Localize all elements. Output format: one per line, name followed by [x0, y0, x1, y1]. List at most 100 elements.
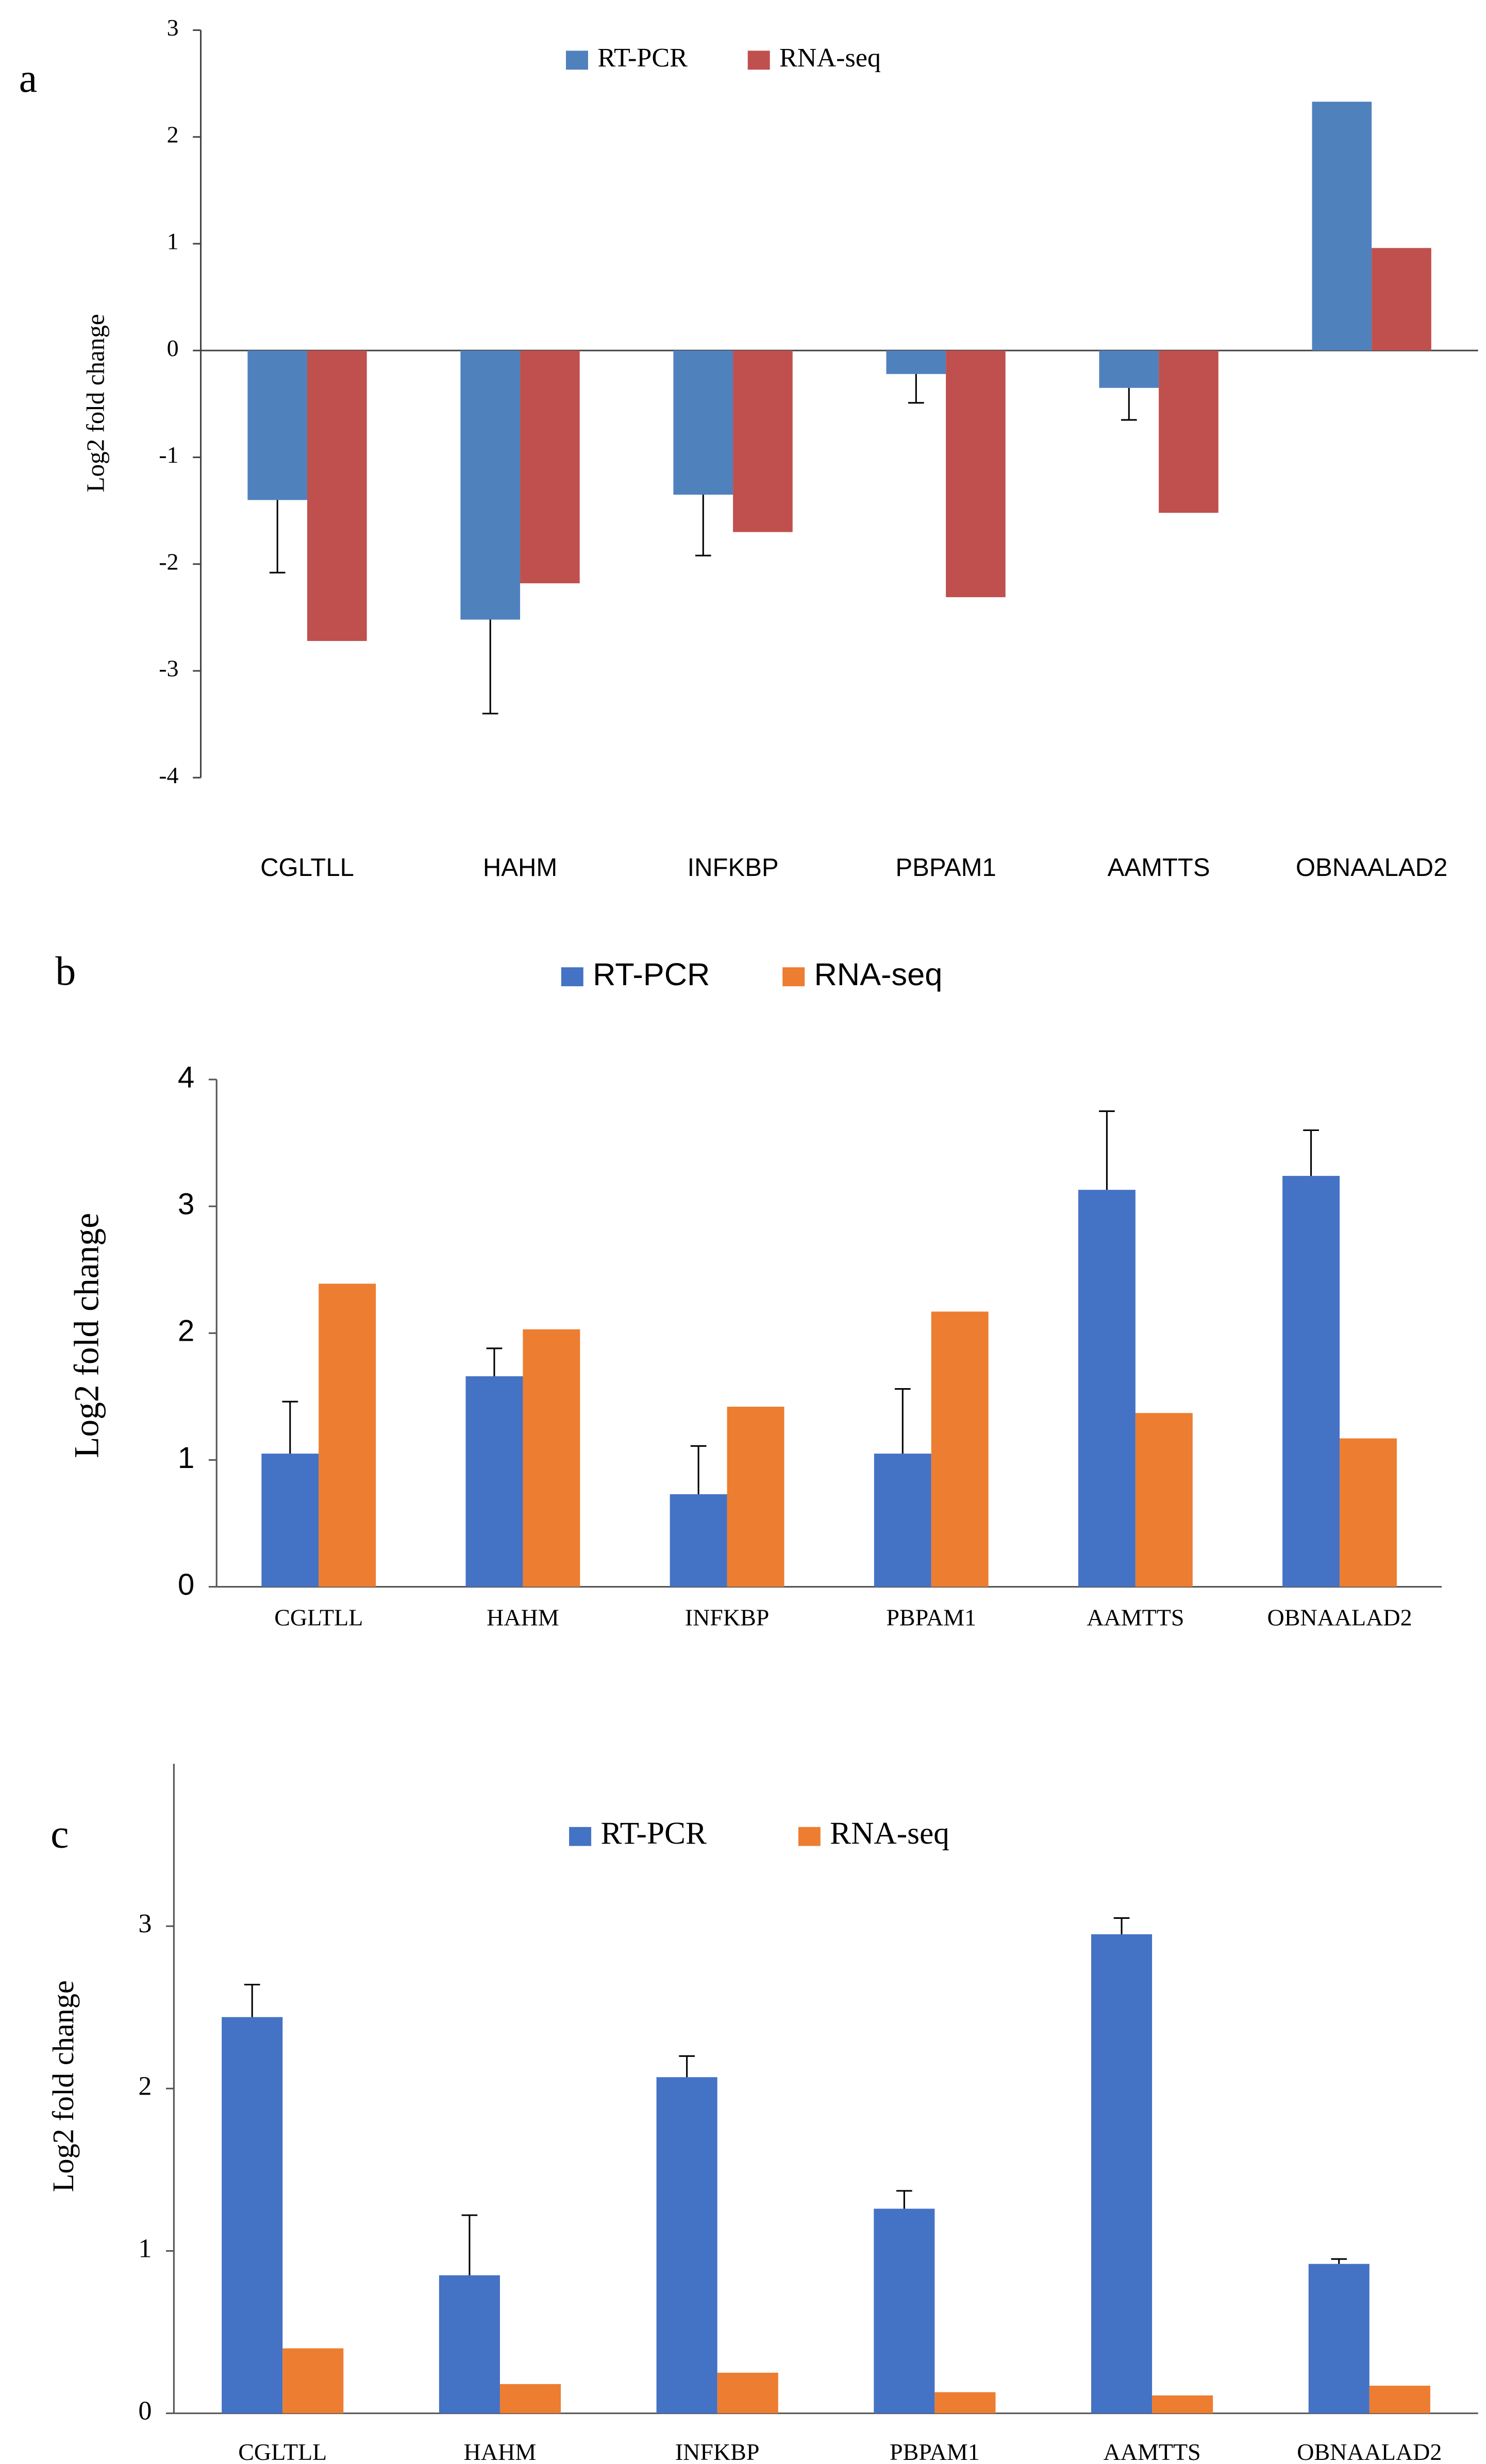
x-tick-label: HAHM	[483, 854, 557, 882]
bar	[670, 1494, 727, 1587]
x-tick-label: INFKBP	[675, 2439, 760, 2464]
legend-label: RT-PCR	[600, 1816, 706, 1851]
legend-label: RNA-seq	[814, 956, 943, 992]
bar	[1135, 1413, 1193, 1587]
x-tick-label: HAHM	[464, 2439, 537, 2464]
x-tick-label: AAMTTS	[1087, 1605, 1184, 1631]
x-tick-label: CGLTLL	[238, 2439, 327, 2464]
panel-label: b	[55, 949, 76, 994]
x-tick-label: AAMTTS	[1104, 2439, 1201, 2464]
bar	[1078, 1190, 1136, 1587]
y-tick-label: -1	[159, 442, 178, 468]
legend-label: RNA-seq	[830, 1816, 949, 1851]
y-tick-label: 1	[178, 1441, 194, 1475]
error-bar	[1113, 1917, 1130, 1934]
bar	[523, 1329, 580, 1587]
y-tick-label: 4	[178, 1060, 194, 1094]
x-tick-label: OBNAALAD2	[1297, 2439, 1442, 2464]
error-bar	[894, 1388, 911, 1454]
bar	[874, 1454, 931, 1587]
y-axis-title: Log2 fold change	[81, 314, 109, 492]
panel-label: a	[19, 56, 37, 101]
error-bar	[1121, 387, 1137, 421]
bar	[727, 1407, 784, 1587]
x-tick-label: INFKBP	[685, 1605, 770, 1631]
bar	[499, 2384, 561, 2414]
error-bar	[1331, 2258, 1347, 2264]
bar	[465, 1376, 523, 1587]
bar	[1152, 2395, 1213, 2414]
bar	[1091, 1934, 1153, 2414]
x-tick-label: PBPAM1	[895, 854, 996, 882]
error-bar	[896, 2190, 912, 2209]
x-tick-label: PBPAM1	[890, 2439, 980, 2464]
x-tick-label: OBNAALAD2	[1296, 854, 1447, 882]
bar	[931, 1311, 989, 1587]
legend-swatch	[782, 967, 805, 987]
y-tick-label: 1	[167, 228, 179, 255]
legend-label: RT-PCR	[593, 956, 710, 992]
bar	[656, 2077, 717, 2414]
error-bar	[461, 2214, 478, 2275]
y-tick-label: 3	[178, 1188, 194, 1221]
legend-swatch	[565, 50, 588, 70]
bar	[439, 2275, 500, 2414]
legend-label: RNA-seq	[779, 43, 881, 73]
legend-label: RT-PCR	[597, 43, 688, 73]
bar	[1369, 2386, 1430, 2414]
y-tick-label: 0	[167, 335, 179, 361]
error-bar	[282, 1400, 298, 1454]
y-tick-label: 2	[178, 1314, 194, 1348]
bar	[733, 350, 793, 532]
y-tick-label: -2	[159, 548, 178, 575]
bar	[460, 350, 521, 620]
bar	[874, 2208, 935, 2414]
bar	[319, 1284, 376, 1587]
legend-swatch	[569, 1827, 592, 1846]
bar	[520, 350, 580, 584]
error-bar	[679, 2055, 695, 2078]
legend-swatch	[561, 967, 583, 987]
x-tick-label: PBPAM1	[886, 1605, 976, 1631]
error-bar	[269, 500, 286, 573]
error-bar	[482, 619, 498, 715]
error-bar	[486, 1347, 503, 1376]
bar	[934, 2392, 996, 2414]
bar	[282, 2348, 344, 2414]
error-bar	[1303, 1129, 1319, 1176]
panel-label: c	[51, 1811, 69, 1857]
x-tick-label: CGLTLL	[260, 854, 354, 882]
y-axis-title: Log2 fold change	[67, 1213, 106, 1458]
y-axis-title: Log2 fold change	[46, 1980, 80, 2192]
y-tick-label: 2	[138, 2071, 152, 2101]
bar	[307, 350, 367, 641]
y-tick-label: 2	[167, 121, 179, 147]
x-tick-label: CGLTLL	[274, 1605, 363, 1631]
y-tick-label: -4	[159, 762, 178, 788]
legend-swatch	[798, 1827, 821, 1846]
y-tick-label: 3	[138, 1909, 152, 1938]
bar	[673, 350, 733, 495]
y-tick-label: 0	[178, 1568, 194, 1601]
x-tick-label: INFKBP	[687, 854, 778, 882]
bar	[1340, 1438, 1397, 1587]
bar	[946, 350, 1006, 597]
x-tick-label: OBNAALAD2	[1267, 1605, 1412, 1631]
error-bar	[244, 1984, 260, 2017]
x-tick-label: AAMTTS	[1108, 854, 1210, 882]
error-bar	[908, 374, 924, 404]
x-tick-label: HAHM	[487, 1605, 559, 1631]
bar	[886, 350, 946, 374]
bar	[247, 350, 308, 500]
bar	[1372, 248, 1431, 351]
bar	[261, 1454, 319, 1587]
bar	[1312, 102, 1372, 351]
legend-swatch	[747, 50, 770, 70]
bar	[1282, 1176, 1340, 1587]
y-tick-label: 0	[138, 2397, 152, 2426]
bar	[1308, 2264, 1370, 2414]
error-bar	[695, 495, 711, 556]
bar	[222, 2017, 283, 2414]
